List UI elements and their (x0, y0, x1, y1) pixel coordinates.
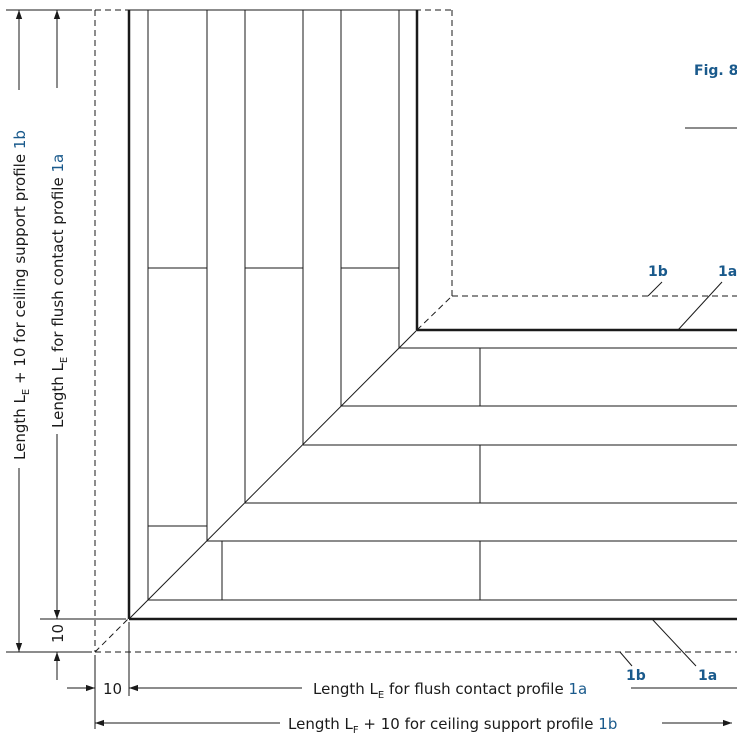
dimension-horizontal-ceiling: Length LF + 10 for ceiling support profi… (95, 715, 732, 736)
callout-1a-top: 1a (718, 264, 737, 280)
callout-1b-top: 1b (648, 264, 668, 280)
dimension-offset-vertical: 10 (49, 624, 67, 680)
dimension-horizontal-flush: Length LE for flush contact profile 1a (129, 680, 737, 701)
callouts-top: 1b 1a (647, 264, 737, 331)
board-pattern (128, 9, 737, 620)
callouts-bottom: 1b 1a (619, 618, 717, 684)
leader-1b-top (647, 281, 663, 297)
dimension-vertical-flush: Length LE for flush contact profile 1a (49, 10, 70, 619)
dimension-offset-vertical-label: 10 (49, 624, 67, 643)
leader-1b-bottom (619, 651, 633, 667)
dimension-vertical-ceiling-label: Length LE + 10 for ceiling support profi… (11, 130, 32, 460)
dimension-offset-horizontal: 10 (67, 680, 157, 698)
figure-label: Fig. 8 (694, 63, 737, 79)
flush-contact-outline-1a (127, 10, 737, 621)
callout-1b-bottom: 1b (626, 668, 646, 684)
dimension-horizontal-flush-label: Length LE for flush contact profile 1a (313, 680, 587, 701)
dimension-vertical-ceiling: Length LE + 10 for ceiling support profi… (11, 10, 32, 652)
leader-1a-bottom (651, 618, 697, 667)
dimension-horizontal-ceiling-label: Length LF + 10 for ceiling support profi… (288, 715, 617, 736)
callout-1a-bottom: 1a (698, 668, 717, 684)
leader-1a-top (677, 281, 723, 331)
ceiling-support-outline-1b (94, 9, 737, 653)
dimension-offset-horizontal-label: 10 (103, 680, 122, 698)
dimension-vertical-flush-label: Length LE for flush contact profile 1a (49, 154, 70, 428)
